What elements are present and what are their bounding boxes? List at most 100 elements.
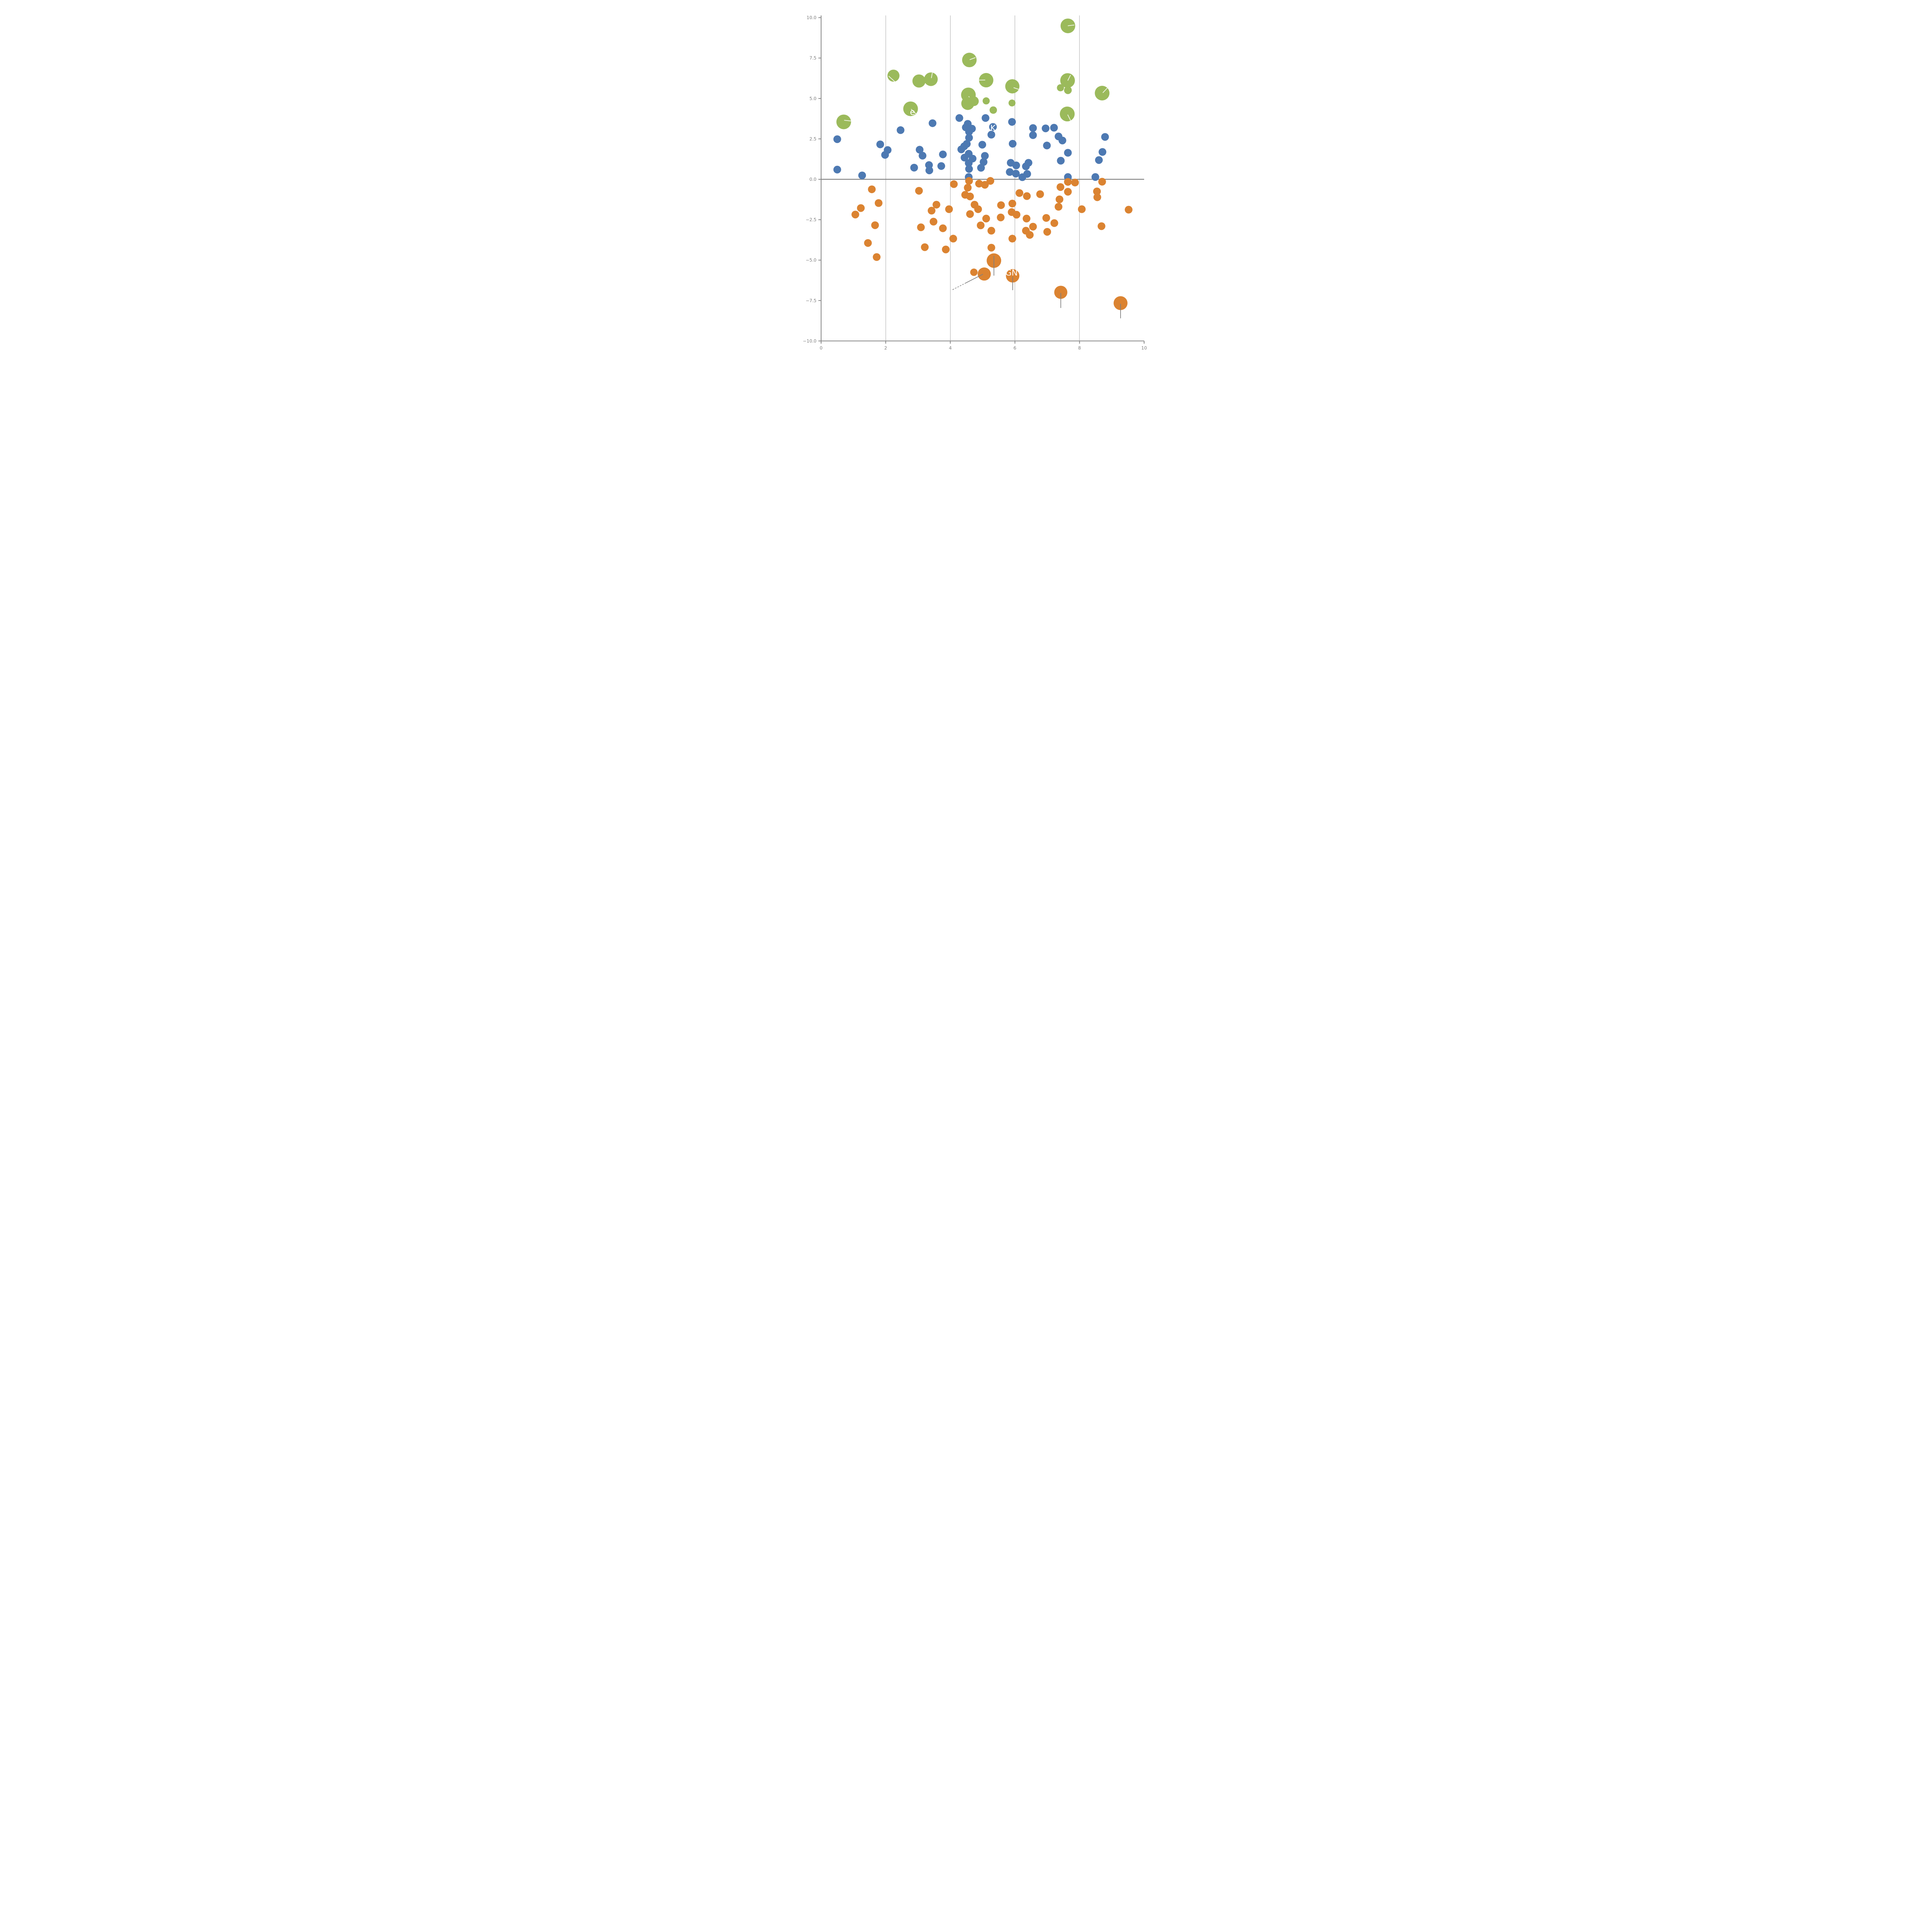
white-leader-line: [888, 76, 895, 82]
y-tick-label: −10.0: [803, 338, 816, 344]
white-leader-line: [1013, 87, 1020, 90]
scatter-point-orange-group: [1023, 192, 1031, 200]
scatter-point-blue-group: [987, 131, 995, 139]
scatter-point-blue-group: [1012, 170, 1020, 178]
scatter-point-orange-group: [1093, 193, 1101, 201]
x-tick-label: 6: [1014, 345, 1016, 350]
scatter-point-green-group: [1064, 86, 1072, 94]
scatter-point-blue-group: [833, 165, 841, 173]
scatter-point-green-group: [1009, 99, 1016, 107]
scatter-point-orange-group: [975, 180, 983, 188]
scatter-point-orange-group: [1113, 296, 1128, 310]
white-leader-line: [911, 109, 916, 114]
scatter-point-orange-group: [965, 177, 973, 185]
scatter-point-blue-group: [1058, 136, 1066, 145]
scatter-point-orange-group: [915, 187, 923, 195]
point-label-GN: GN: [1005, 268, 1018, 277]
scatter-point-blue-group: [925, 166, 934, 174]
scatter-point-orange-group: [1015, 189, 1024, 197]
scatter-point-orange-group: [871, 221, 879, 229]
scatter-point-orange-group: [872, 253, 881, 261]
scatter-point-orange-group: [964, 184, 972, 192]
scatter-point-orange-group: [997, 201, 1005, 209]
y-tick-label: −5.0: [806, 257, 816, 263]
scatter-point-orange-group: [1071, 179, 1079, 187]
scatter-point-orange-group: [1026, 231, 1034, 239]
scatter-point-blue-group: [929, 119, 937, 127]
scatter-point-orange-group: [1055, 195, 1063, 203]
scatter-point-orange-group: [1054, 203, 1063, 211]
scatter-point-blue-group: [858, 171, 866, 179]
label-layer: e K GN: [910, 108, 1018, 277]
scatter-point-orange-group: [864, 239, 872, 247]
scatter-point-orange-group: [986, 177, 995, 185]
scatter-point-green-group: [887, 70, 900, 82]
scatter-point-orange-group: [927, 207, 935, 215]
plot-canvas: e K GN 10.0 7.5 5.0 2.5 0.0 −2.5 −5.0 −7.5 −10.0 0 2…: [803, 15, 1147, 351]
scatter-point-green-group: [836, 114, 851, 129]
white-leader-line: [1067, 114, 1071, 121]
scatter-point-blue-group: [1024, 159, 1032, 167]
x-tick-label: 4: [949, 345, 952, 350]
scatter-point-blue-group: [1050, 124, 1058, 132]
scatter-point-blue-group: [989, 123, 997, 131]
scatter-figure: e K GN 10.0 7.5 5.0 2.5 0.0 −2.5 −5.0 −7.5 −10.0 0 2…: [773, 0, 1159, 386]
x-tick-label: 10: [1141, 345, 1147, 350]
scatter-point-green-group: [982, 97, 990, 105]
scatter-point-orange-group: [1064, 178, 1072, 186]
scatter-point-green-group: [969, 96, 979, 106]
scatter-point-blue-group: [1009, 139, 1017, 148]
scatter-point-blue-group: [981, 114, 990, 122]
scatter-point-blue-group: [910, 163, 918, 172]
scatter-point-orange-group: [921, 243, 929, 251]
y-tick-label: 10.0: [806, 15, 816, 20]
scatter-point-orange-group: [978, 267, 991, 281]
white-leader-line: [969, 57, 976, 60]
leader-line-layer: [952, 116, 1121, 318]
point-label-e: e: [910, 108, 915, 117]
scatter-point-blue-group: [1043, 141, 1051, 150]
scatter-point-blue-group: [1057, 156, 1065, 165]
scatter-point-blue-group: [968, 125, 976, 133]
scatter-point-green-group: [989, 106, 997, 114]
scatter-point-blue-group: [981, 152, 989, 160]
scatter-point-orange-group: [981, 181, 989, 189]
scatter-point-orange-group: [1008, 199, 1016, 207]
scatter-point-blue-group: [977, 164, 985, 172]
scatter-point-orange-group: [1124, 206, 1133, 214]
scatter-point-blue-group: [1091, 173, 1099, 181]
scatter-point-blue-group: [1029, 131, 1037, 139]
scatter-point-orange-group: [976, 221, 985, 230]
scatter-point-blue-group: [978, 141, 986, 149]
scatter-point-orange-group: [1043, 228, 1051, 236]
axes-layer: [818, 15, 1145, 344]
scatter-point-orange-group: [1064, 188, 1072, 196]
scatter-point-orange-group: [1093, 187, 1101, 196]
gridline-layer: [885, 15, 1080, 341]
y-tick-label: −2.5: [806, 217, 816, 223]
scatter-point-blue-group: [1101, 133, 1109, 141]
scatter-point-orange-group: [868, 185, 876, 193]
scatter-point-blue-group: [955, 114, 963, 122]
y-tick-label: 0.0: [810, 177, 816, 182]
x-tick-label: 2: [884, 345, 887, 350]
scatter-point-blue-group: [1006, 168, 1014, 176]
scatter-point-blue-group: [980, 158, 988, 166]
scatter-point-orange-group: [857, 204, 865, 212]
scatter-point-green-group: [979, 73, 993, 88]
annotation-leader-line-white: [993, 116, 999, 128]
scatter-point-blue-group: [833, 135, 841, 143]
scatter-point-orange-group: [932, 201, 940, 209]
scatter-point-orange-group: [1006, 269, 1020, 283]
white-leader-line: [844, 120, 851, 121]
y-tick-label: 5.0: [810, 96, 816, 101]
scatter-point-blue-group: [937, 162, 945, 170]
scatter-point-orange-group: [974, 205, 982, 213]
scatter-point-blue-group: [1064, 149, 1072, 157]
scatter-point-orange-group: [1029, 223, 1037, 231]
scatter-point-green-group: [1005, 79, 1020, 94]
scatter-point-orange-group: [950, 180, 958, 188]
white-leader-line: [1067, 75, 1071, 81]
scatter-point-blue-group: [1099, 148, 1107, 156]
white-leader-line: [931, 72, 933, 78]
